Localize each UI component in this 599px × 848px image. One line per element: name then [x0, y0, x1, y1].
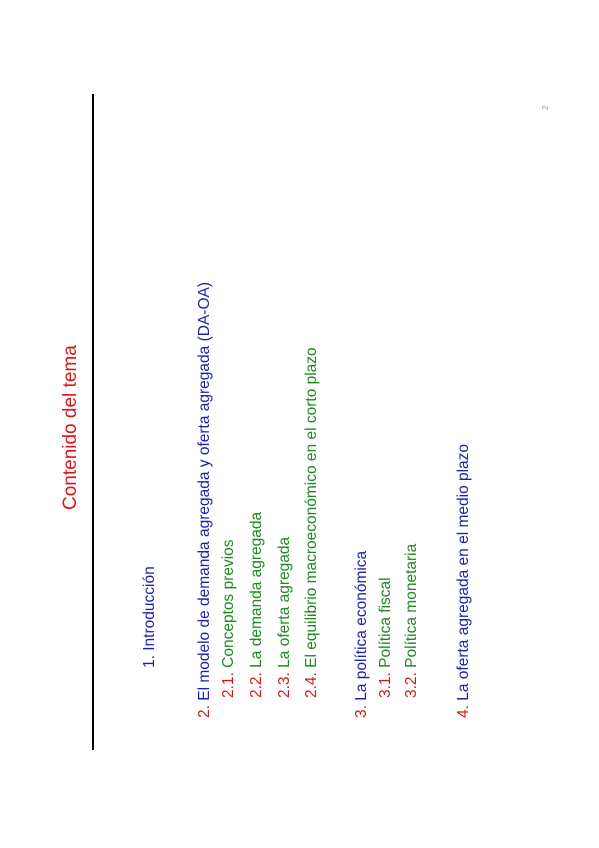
toc-item-label: La demanda agregada — [248, 511, 265, 668]
toc-item-4: 4. La oferta agregada en el medio plazo — [455, 444, 473, 718]
toc-item-label: La oferta agregada en el medio plazo — [455, 443, 472, 701]
toc-item-2-2: 2.2. La demanda agregada — [248, 512, 266, 698]
toc-item-2-3: 2.3. La oferta agregada — [276, 537, 294, 698]
toc-item-number: 2.1. — [220, 672, 237, 698]
toc-item-number: 3.2. — [403, 672, 420, 698]
toc-item-3-2: 3.2. Política monetaria — [403, 544, 421, 698]
toc-item-label: Política monetaria — [403, 543, 420, 668]
toc-item-2-4: 2.4. El equilibrio macroeconómico en el … — [303, 347, 321, 698]
toc-item-label: La oferta agregada — [276, 536, 293, 668]
page-number: 2 — [541, 105, 550, 110]
toc-item-label: El equilibrio macroeconómico en el corto… — [303, 347, 320, 668]
toc-item-label: Conceptos previos — [220, 539, 237, 668]
toc-item-number: 2. — [196, 705, 213, 718]
toc-item-label: Política fiscal — [377, 577, 394, 668]
toc-item-number: 2.2. — [248, 672, 265, 698]
toc-item-number: 3. — [353, 705, 370, 718]
page-title: Contenido del tema — [60, 345, 81, 510]
toc-item-3: 3. La política económica — [353, 551, 371, 718]
title-divider — [92, 94, 94, 750]
toc-item-number: 3.1. — [377, 672, 394, 698]
toc-item-number: 1. — [141, 655, 158, 668]
toc-item-label: Introducción — [141, 566, 158, 651]
toc-item-number: 4. — [455, 705, 472, 718]
toc-item-number: 2.4. — [303, 672, 320, 698]
toc-item-2: 2. El modelo de demanda agregada y ofert… — [196, 282, 214, 718]
toc-item-1: 1. Introducción — [141, 566, 159, 668]
toc-item-label: La política económica — [353, 550, 370, 701]
toc-item-label: El modelo de demanda agregada y oferta a… — [196, 282, 213, 701]
toc-item-2-1: 2.1. Conceptos previos — [220, 539, 238, 698]
toc-item-3-1: 3.1. Política fiscal — [377, 577, 395, 698]
toc-item-number: 2.3. — [276, 672, 293, 698]
